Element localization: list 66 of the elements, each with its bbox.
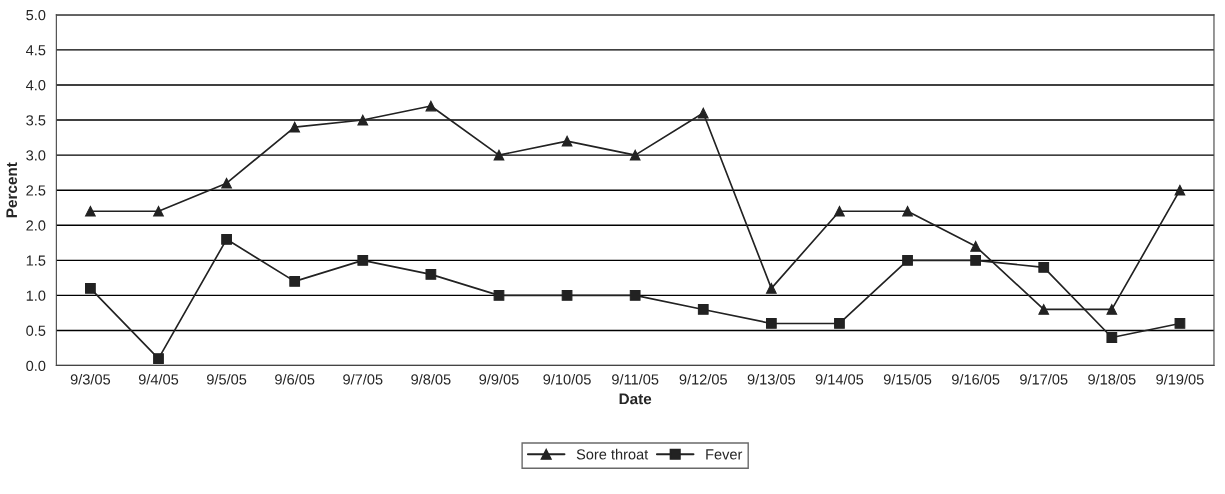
y-tick-label: 4.5 [26, 45, 46, 56]
x-tick-label: 9/15/05 [883, 373, 932, 385]
y-tick-label: 4.0 [26, 80, 46, 91]
y-tick-label: 5.0 [26, 9, 46, 21]
x-tick-label: 9/5/05 [207, 373, 247, 385]
x-tick-label: 9/12/05 [679, 373, 727, 385]
point [834, 318, 845, 329]
point [289, 121, 301, 133]
point [1106, 304, 1118, 315]
point [561, 135, 573, 147]
x-tick-label: 9/9/05 [479, 373, 519, 385]
point [697, 304, 709, 315]
x-tick-label: 9/3/05 [70, 373, 111, 385]
y-tick-label: 3.5 [26, 115, 46, 126]
point [425, 100, 437, 112]
point [902, 205, 913, 217]
x-tick-label: 9/17/05 [1020, 373, 1068, 385]
point [1038, 304, 1050, 315]
y-tick-label: 2.0 [26, 220, 46, 231]
y-tick-label: 0.5 [26, 325, 46, 336]
point [153, 353, 164, 364]
point [289, 276, 301, 287]
x-tick-label: 9/6/05 [275, 373, 315, 385]
point [902, 254, 913, 266]
x-tick-label: 9/7/05 [343, 373, 383, 385]
x-tick-label: 9/18/05 [1088, 373, 1136, 385]
y-tick-label: 1.5 [26, 255, 46, 266]
point [629, 149, 641, 161]
y-tick-label: 0.0 [26, 360, 46, 371]
x-tick-label: 9/11/05 [612, 373, 659, 385]
point [1174, 184, 1186, 196]
y-tick-label: 2.5 [26, 185, 46, 196]
point [1174, 318, 1186, 329]
point [85, 205, 96, 217]
point [970, 254, 982, 266]
x-tick-label: 9/10/05 [543, 373, 591, 385]
point [561, 290, 573, 301]
point [1106, 332, 1118, 343]
point [629, 290, 641, 301]
y-tick-label: 1.0 [26, 290, 46, 301]
x-axis-title: Date [619, 393, 652, 405]
point [425, 268, 437, 280]
point [834, 205, 845, 217]
point [697, 107, 709, 119]
legend-label: Fever [706, 449, 743, 460]
point [357, 114, 369, 126]
point [1038, 261, 1050, 273]
point [221, 177, 232, 189]
x-tick-label: 9/8/05 [411, 373, 451, 385]
point [493, 149, 505, 161]
point [765, 318, 777, 329]
x-tick-label: 9/14/05 [815, 373, 864, 385]
legend-label: Sore throat [576, 448, 649, 460]
y-tick-label: 3.0 [26, 150, 46, 161]
point [221, 233, 232, 245]
x-tick-label: 9/19/05 [1156, 373, 1204, 385]
x-tick-label: 9/4/05 [138, 373, 179, 385]
x-tick-label: 9/13/05 [747, 373, 796, 385]
point [765, 283, 777, 294]
y-axis-title: Percent [6, 162, 18, 218]
x-tick-label: 9/16/05 [952, 373, 1000, 385]
point [153, 205, 164, 217]
point [357, 254, 369, 266]
point [493, 290, 505, 301]
point [970, 240, 982, 252]
point [85, 283, 96, 294]
